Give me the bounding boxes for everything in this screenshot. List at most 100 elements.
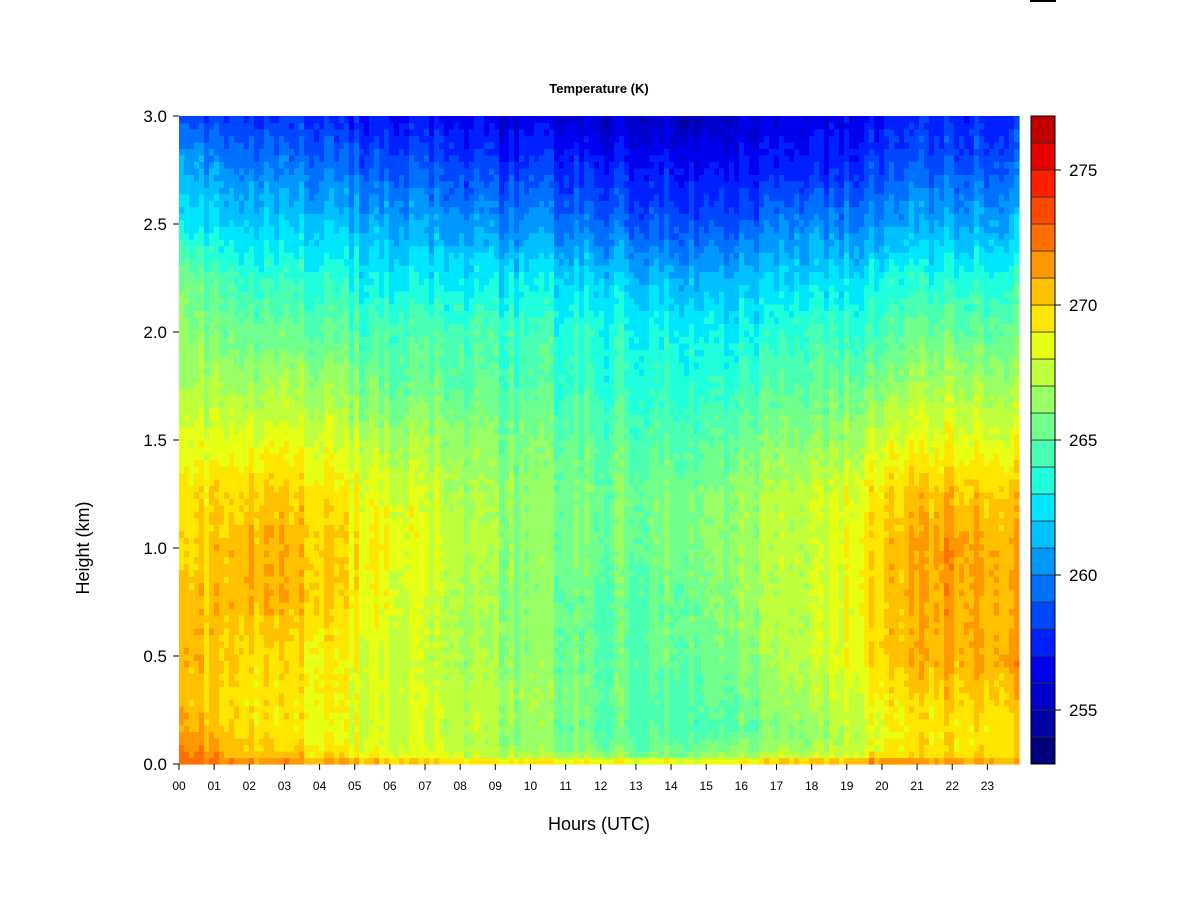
heatmap-cell: [329, 751, 335, 759]
heatmap-cell: [254, 498, 260, 506]
heatmap-cell: [379, 148, 385, 156]
heatmap-cell: [404, 634, 410, 642]
heatmap-cell: [349, 258, 355, 266]
heatmap-cell: [294, 621, 300, 629]
heatmap-cell: [179, 498, 185, 506]
heatmap-cell: [299, 401, 305, 409]
heatmap-cell: [189, 459, 195, 467]
heatmap-cell: [299, 666, 305, 674]
heatmap-cell: [409, 174, 415, 182]
heatmap-cell: [224, 245, 230, 253]
heatmap-cell: [274, 394, 280, 402]
heatmap-cell: [349, 731, 355, 739]
heatmap-cell: [264, 627, 270, 635]
heatmap-cell: [234, 524, 240, 532]
heatmap-cell: [414, 226, 420, 234]
heatmap-cell: [314, 303, 320, 311]
heatmap-cell: [229, 524, 235, 532]
heatmap-cell: [404, 154, 410, 162]
heatmap-cell: [179, 465, 185, 473]
heatmap-cell: [369, 595, 375, 603]
heatmap-cell: [314, 679, 320, 687]
heatmap-cell: [299, 297, 305, 305]
heatmap-cell: [279, 355, 285, 363]
heatmap-cell: [414, 569, 420, 577]
heatmap-cell: [409, 576, 415, 584]
heatmap-cell: [199, 290, 205, 299]
heatmap-cell: [239, 355, 245, 363]
heatmap-cell: [234, 323, 240, 331]
heatmap-cell: [244, 653, 250, 661]
heatmap-cell: [399, 381, 405, 389]
heatmap-cell: [284, 427, 290, 435]
heatmap-cell: [384, 530, 390, 538]
heatmap-cell: [419, 452, 425, 461]
heatmap-cell: [199, 284, 205, 292]
heatmap-cell: [209, 232, 215, 240]
heatmap-cell: [364, 660, 370, 668]
heatmap-cell: [344, 440, 350, 448]
heatmap-cell: [234, 725, 240, 733]
heatmap-cell: [294, 504, 300, 512]
heatmap-cell: [349, 252, 355, 260]
heatmap-cell: [324, 647, 330, 655]
heatmap-cell: [304, 265, 310, 273]
heatmap-cell: [294, 128, 300, 137]
heatmap-cell: [384, 485, 390, 493]
heatmap-cell: [424, 582, 430, 590]
heatmap-cell: [319, 271, 325, 279]
heatmap-cell: [374, 226, 380, 234]
heatmap-cell: [299, 524, 305, 532]
heatmap-cell: [309, 375, 315, 383]
heatmap-cell: [299, 420, 305, 428]
heatmap-cell: [179, 485, 185, 493]
heatmap-cell: [264, 679, 270, 687]
heatmap-cell: [194, 427, 200, 435]
heatmap-cell: [214, 174, 220, 182]
heatmap-cell: [419, 498, 425, 506]
heatmap-cell: [399, 154, 405, 162]
heatmap-cell: [384, 381, 390, 389]
heatmap-cell: [274, 608, 280, 616]
heatmap-cell: [319, 511, 325, 519]
heatmap-cell: [224, 316, 230, 324]
heatmap-cell: [264, 414, 270, 422]
heatmap-cell: [189, 576, 195, 584]
heatmap-cell: [229, 640, 235, 648]
heatmap-cell: [239, 381, 245, 389]
heatmap-cell: [384, 653, 390, 661]
heatmap-cell: [229, 634, 235, 642]
heatmap-cell: [274, 375, 280, 383]
heatmap-cell: [354, 647, 360, 655]
heatmap-cell: [254, 271, 260, 279]
heatmap-cell: [349, 744, 355, 752]
heatmap-cell: [344, 407, 350, 415]
heatmap-cell: [224, 265, 230, 273]
heatmap-cell: [209, 614, 215, 623]
heatmap-cell: [359, 589, 365, 597]
heatmap-cell: [294, 686, 300, 694]
heatmap-cell: [259, 595, 265, 603]
heatmap-cell: [309, 213, 315, 221]
heatmap-cell: [359, 712, 365, 720]
heatmap-cell: [204, 174, 210, 182]
heatmap-cell: [399, 433, 405, 441]
heatmap-cell: [194, 543, 200, 551]
heatmap-cell: [279, 193, 285, 201]
heatmap-cell: [249, 245, 255, 253]
heatmap-cell: [184, 459, 190, 467]
heatmap-cell: [219, 252, 225, 260]
heatmap-cell: [189, 660, 195, 668]
heatmap-cell: [319, 414, 325, 422]
heatmap-cell: [394, 653, 400, 661]
heatmap-cell: [339, 232, 345, 240]
heatmap-cell: [214, 362, 220, 370]
heatmap-cell: [184, 245, 190, 253]
heatmap-cell: [409, 401, 415, 409]
heatmap-cell: [264, 686, 270, 694]
heatmap-cell: [369, 297, 375, 305]
heatmap-cell: [179, 232, 185, 240]
heatmap-cell: [334, 161, 340, 169]
heatmap-cell: [219, 692, 225, 700]
heatmap-cell: [379, 200, 385, 208]
